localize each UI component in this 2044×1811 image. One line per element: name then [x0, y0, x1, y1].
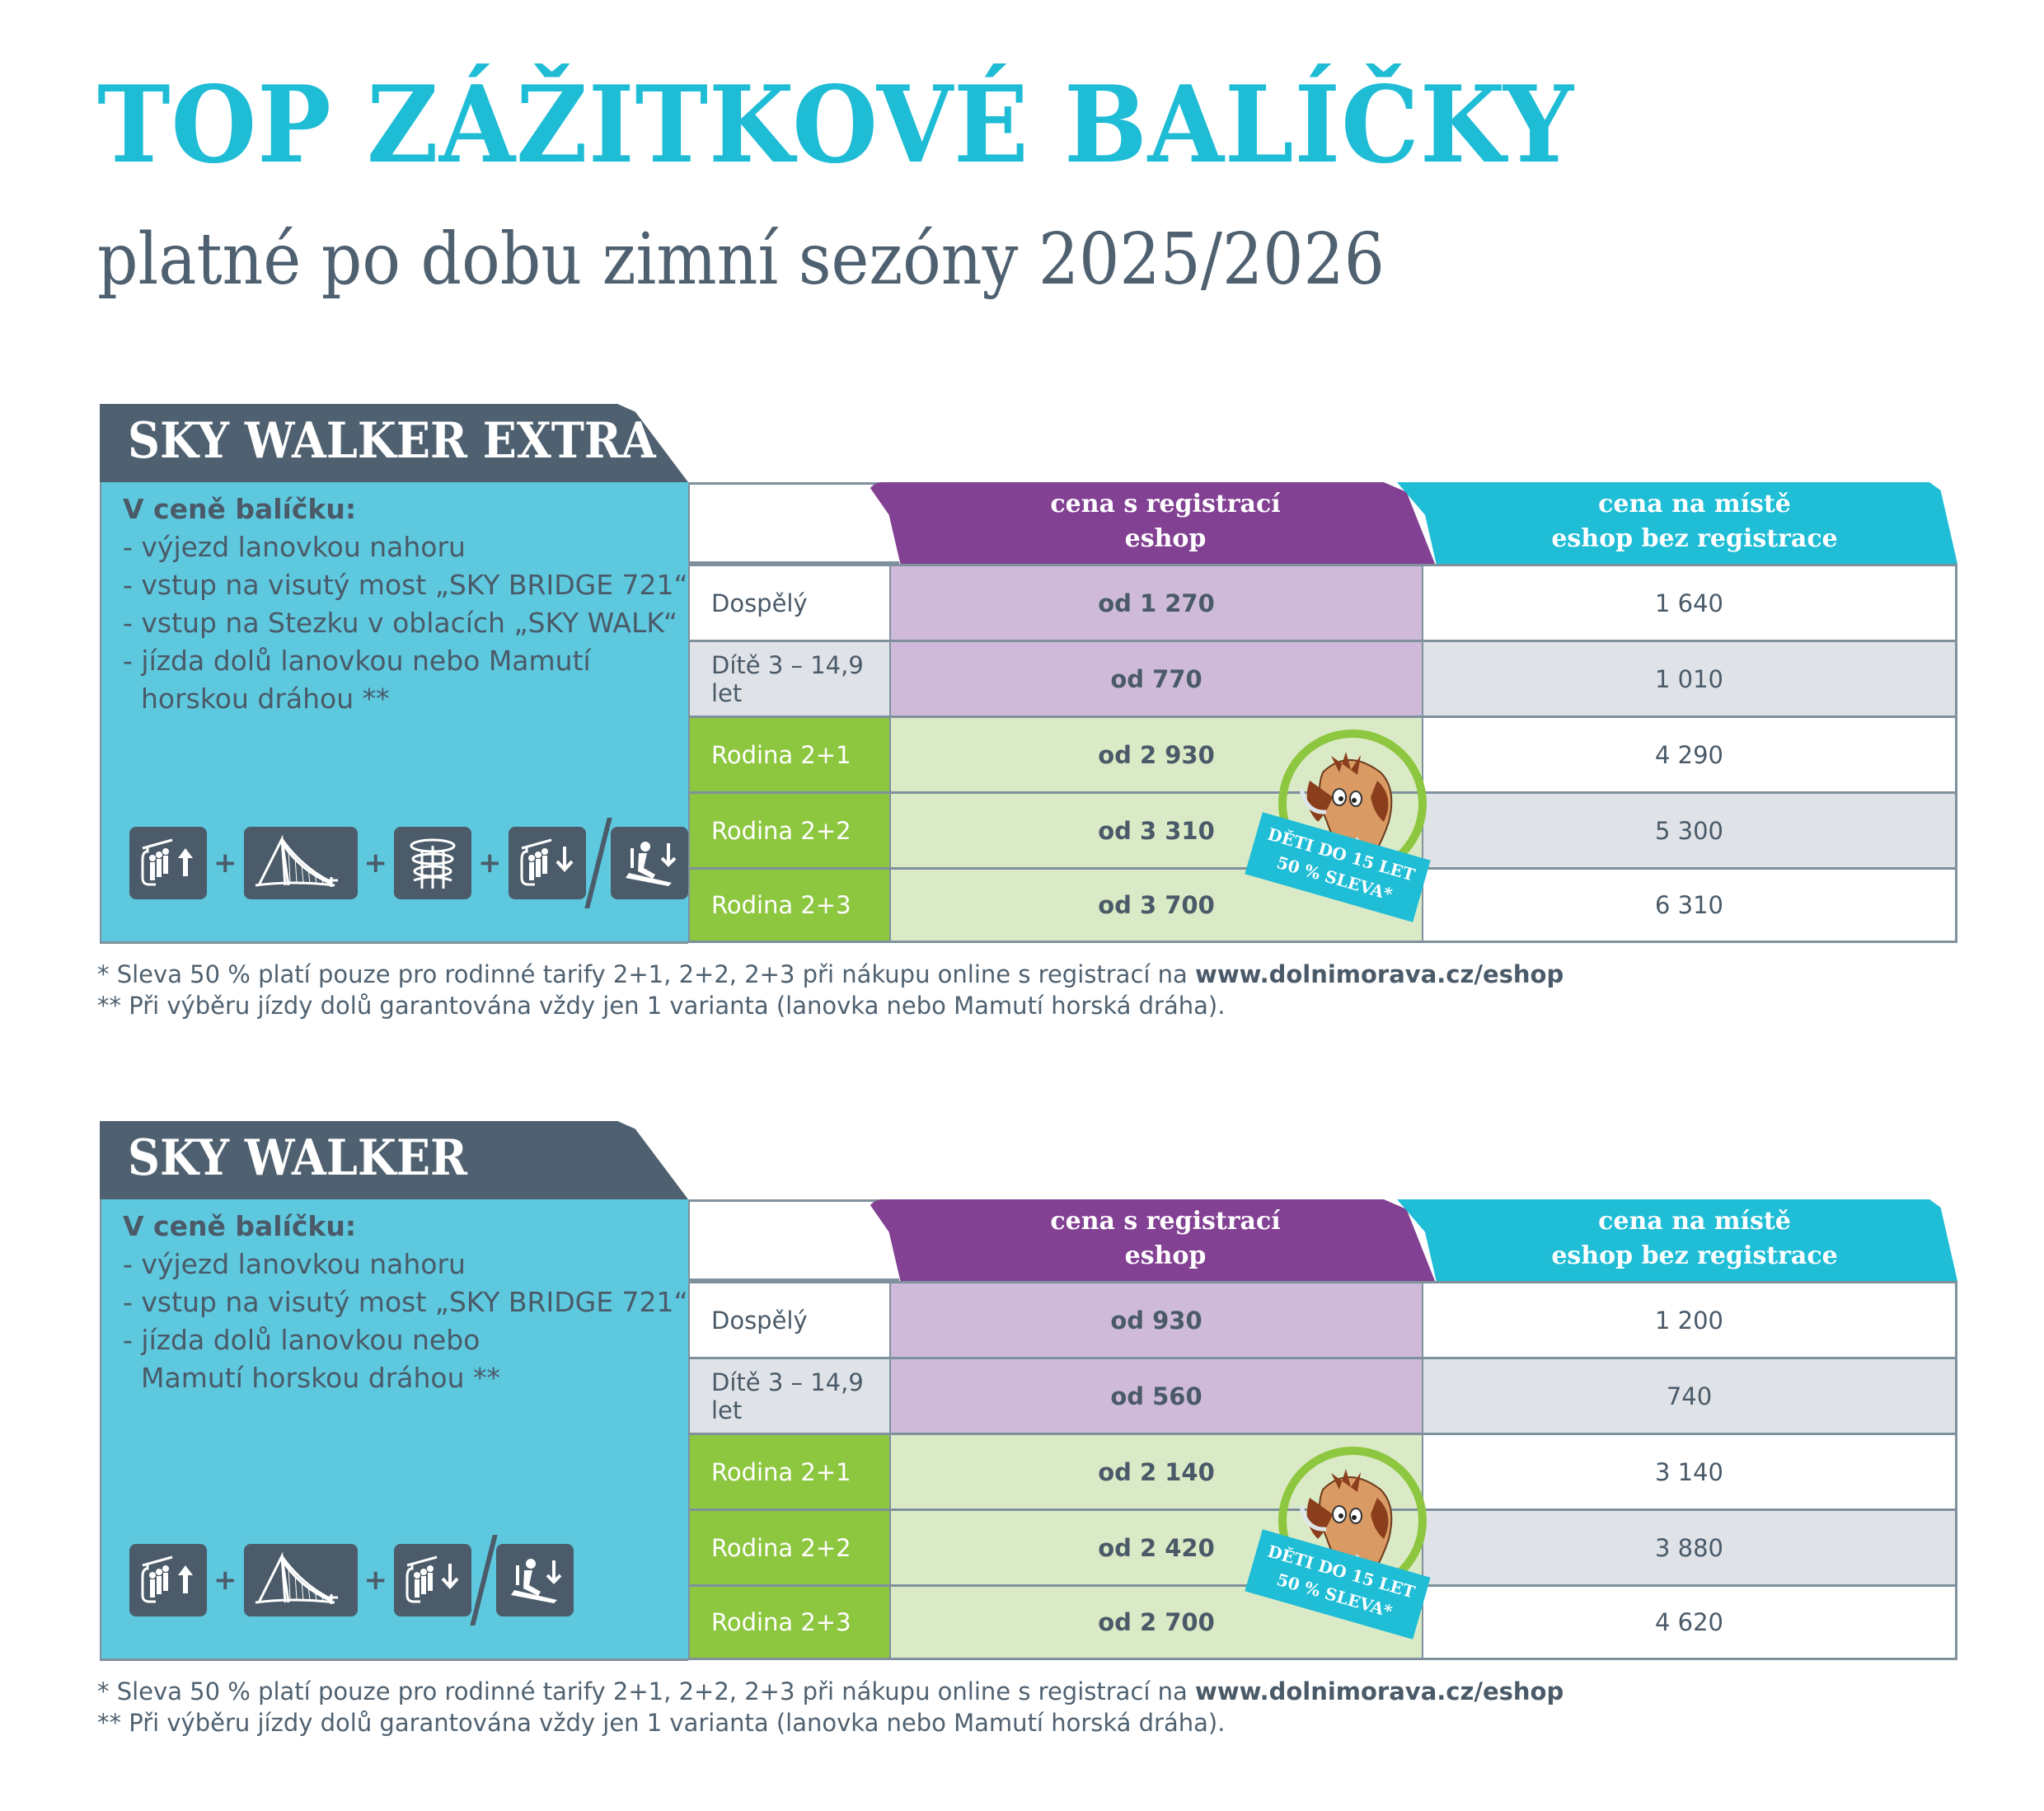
includes-item: - vstup na Stezku v oblacích „SKY WALK“ — [123, 607, 678, 639]
price-on-site: 1 640 — [1423, 566, 1957, 640]
package-includes-panel: V ceně balíčku: - výjezd lanovkou nahoru… — [100, 482, 688, 944]
or-divider — [584, 818, 612, 908]
chairlift-down-icon — [394, 1544, 471, 1616]
page-subtitle: platné po dobu zimní sezóny 2025/2026 — [97, 218, 1385, 301]
price-on-site: 4 620 — [1423, 1587, 1957, 1658]
eshop-link[interactable]: www.dolnimorava.cz/eshop — [1195, 960, 1564, 988]
header-registered-label: cena s registrací eshop — [1050, 490, 1281, 553]
package-includes-panel: V ceně balíčku: - výjezd lanovkou nahoru… — [100, 1199, 688, 1661]
includes-item: - výjezd lanovkou nahoru — [123, 1248, 466, 1280]
header-blank — [688, 1199, 899, 1281]
price-on-site: 1 200 — [1423, 1283, 1957, 1357]
eshop-link[interactable]: www.dolnimorava.cz/eshop — [1195, 1677, 1564, 1705]
header-registered — [866, 1199, 1435, 1281]
price-table: cena s registrací eshop cena na místě es… — [688, 482, 1957, 944]
chairlift-up-icon — [129, 1544, 207, 1616]
table-row: Dítě 3 – 14,9 let od 560 740 — [688, 1357, 1957, 1433]
plus-icon: + — [478, 847, 502, 880]
chairlift-down-icon — [508, 827, 586, 899]
price-on-site: 5 300 — [1423, 794, 1957, 867]
price-on-site: 6 310 — [1423, 870, 1957, 941]
sky-bridge-icon — [243, 827, 358, 899]
includes-item: Mamutí horskou dráhou ** — [141, 1362, 500, 1394]
row-label: Dospělý — [688, 1283, 891, 1357]
header-on-site-label: cena na místě eshop bez registrace — [1551, 1207, 1838, 1270]
page-title: TOP ZÁŽITKOVÉ BALÍČKY — [97, 63, 1574, 187]
price-registered: od 1 270 — [891, 566, 1423, 640]
sky-bridge-icon — [243, 1544, 358, 1616]
header-on-site — [1397, 482, 1957, 564]
sky-walk-icon — [394, 827, 471, 899]
price-registered: od 930 — [891, 1283, 1423, 1357]
price-table: cena s registrací eshop cena na místě es… — [688, 1199, 1957, 1661]
table-row: Dítě 3 – 14,9 let od 770 1 010 — [688, 640, 1957, 715]
included-attractions-icons: + + + — [126, 818, 691, 908]
header-registered-label: cena s registrací eshop — [1050, 1207, 1281, 1270]
package-sky-walker: SKY WALKER V ceně balíčku: - výjezd lano… — [100, 1121, 1957, 1665]
table-row: Dospělý od 930 1 200 — [688, 1281, 1957, 1357]
package-name: SKY WALKER EXTRA — [128, 412, 656, 470]
plus-icon: + — [213, 847, 237, 880]
row-label: Dítě 3 – 14,9 let — [688, 1359, 891, 1433]
row-label: Rodina 2+1 — [688, 718, 891, 791]
header-registered — [866, 482, 1435, 564]
row-label: Rodina 2+1 — [688, 1435, 891, 1508]
price-on-site: 740 — [1423, 1359, 1957, 1433]
package-sky-walker-extra: SKY WALKER EXTRA V ceně balíčku: - výjez… — [100, 404, 1957, 948]
row-label: Dítě 3 – 14,9 let — [688, 642, 891, 715]
row-label: Rodina 2+3 — [688, 1587, 891, 1658]
price-on-site: 1 010 — [1423, 642, 1957, 715]
includes-item: - jízda dolů lanovkou nebo Mamutí — [123, 645, 591, 677]
mountain-coaster-down-icon — [610, 827, 688, 899]
price-on-site: 3 140 — [1423, 1435, 1957, 1508]
row-label: Rodina 2+2 — [688, 1511, 891, 1584]
row-label: Rodina 2+3 — [688, 870, 891, 941]
kids-discount-badge: DĚTI DO 15 LET 50 % SLEVA* — [1240, 1447, 1446, 1653]
price-registered: od 770 — [891, 642, 1423, 715]
included-attractions-icons: + + — [126, 1535, 577, 1626]
includes-heading: V ceně balíčku: — [123, 1210, 357, 1242]
mountain-coaster-down-icon — [496, 1544, 574, 1616]
table-row: Dospělý od 1 270 1 640 — [688, 564, 1957, 640]
footnote-discount: * Sleva 50 % platí pouze pro rodinné tar… — [97, 960, 1564, 988]
includes-item: horskou dráhou ** — [141, 683, 390, 715]
table-header: cena s registrací eshop cena na místě es… — [688, 1199, 1957, 1281]
package-name: SKY WALKER — [128, 1129, 467, 1187]
plus-icon: + — [363, 847, 388, 880]
header-on-site — [1397, 1199, 1957, 1281]
row-label: Dospělý — [688, 566, 891, 640]
includes-item: - výjezd lanovkou nahoru — [123, 531, 466, 563]
or-divider — [470, 1535, 498, 1626]
price-on-site: 3 880 — [1423, 1511, 1957, 1584]
header-blank — [688, 482, 899, 564]
plus-icon: + — [213, 1564, 237, 1597]
footnote-discount: * Sleva 50 % platí pouze pro rodinné tar… — [97, 1677, 1564, 1705]
table-row: Rodina 2+3 od 3 700 6 310 — [688, 867, 1957, 943]
footnote-ride-down: ** Při výběru jízdy dolů garantována vžd… — [97, 1709, 1226, 1737]
row-label: Rodina 2+2 — [688, 794, 891, 867]
footnote-ride-down: ** Při výběru jízdy dolů garantována vžd… — [97, 992, 1226, 1020]
includes-item: - vstup na visutý most „SKY BRIDGE 721“ — [123, 1286, 688, 1318]
plus-icon: + — [363, 1564, 388, 1597]
includes-heading: V ceně balíčku: — [123, 493, 357, 525]
kids-discount-badge: DĚTI DO 15 LET 50 % SLEVA* — [1240, 730, 1446, 936]
includes-item: - jízda dolů lanovkou nebo — [123, 1324, 481, 1356]
price-on-site: 4 290 — [1423, 718, 1957, 791]
price-registered: od 560 — [891, 1359, 1423, 1433]
package-tab — [100, 1121, 688, 1199]
table-header: cena s registrací eshop cena na místě es… — [688, 482, 1957, 564]
includes-item: - vstup na visutý most „SKY BRIDGE 721“ — [123, 569, 688, 601]
package-tab — [100, 404, 688, 482]
header-on-site-label: cena na místě eshop bez registrace — [1551, 490, 1838, 553]
chairlift-up-icon — [129, 827, 207, 899]
